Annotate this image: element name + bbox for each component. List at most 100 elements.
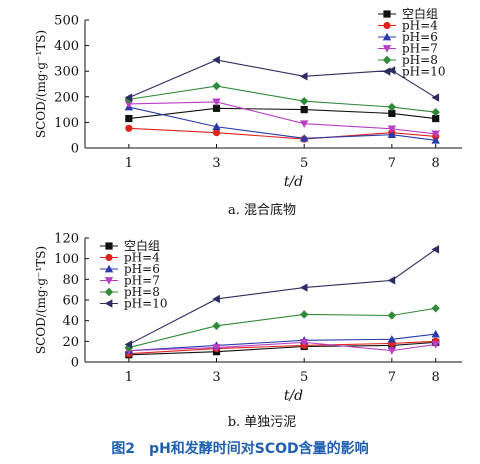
y-axis-label: SCOD/(mg·g⁻¹TS) xyxy=(34,246,48,354)
data-point xyxy=(387,125,397,133)
y-tick-label: 80 xyxy=(62,273,79,288)
data-point xyxy=(212,104,221,112)
data-point xyxy=(388,109,396,118)
data-point xyxy=(387,130,397,139)
legend-label: pH=6 xyxy=(402,30,438,44)
data-point xyxy=(431,107,440,117)
data-point xyxy=(432,114,440,123)
y-tick-label: 500 xyxy=(54,14,79,29)
legend-label: pH=4 xyxy=(402,19,438,33)
chart-b-sludge-only: 0 20 40 60 80 100 120 1 3 5 7 8 t/d SCOD/(mg·g⁻¹TS) 空白… xyxy=(34,232,462,404)
data-point xyxy=(212,129,221,137)
legend-marker xyxy=(382,55,392,65)
figure-caption: 图2 pH和发酵时间对SCOD含量的影响 xyxy=(111,440,368,457)
y-tick-label: 120 xyxy=(54,232,79,247)
legend-label: 空白组 xyxy=(402,6,438,21)
data-point xyxy=(212,321,221,331)
legend-marker xyxy=(383,21,391,30)
data-point xyxy=(299,96,309,106)
legend-marker xyxy=(104,277,114,285)
y-tick-label: 0 xyxy=(71,142,79,157)
data-point xyxy=(431,341,440,349)
x-tick-label: 3 xyxy=(212,156,220,171)
y-tick-label: 0 xyxy=(71,356,79,371)
data-point xyxy=(124,100,134,109)
y-tick-label: 40 xyxy=(62,314,79,329)
data-point xyxy=(212,98,221,107)
legend-label: pH=8 xyxy=(402,53,438,67)
legend-marker xyxy=(105,242,113,250)
chart-a-subtitle: a. 混合底物 xyxy=(228,202,296,218)
data-point xyxy=(387,335,397,343)
y-tick-label: 200 xyxy=(54,90,79,105)
y-tick-label: 60 xyxy=(62,294,79,309)
data-point xyxy=(125,114,133,123)
legend-marker xyxy=(383,10,391,18)
data-point xyxy=(299,72,308,81)
data-point xyxy=(299,339,309,347)
x-tick-label: 5 xyxy=(300,156,308,171)
legend-marker xyxy=(382,32,392,41)
x-tick-label: 8 xyxy=(432,370,440,385)
data-point xyxy=(125,124,133,132)
data-point xyxy=(124,340,133,349)
legend-label: pH=6 xyxy=(124,262,160,276)
data-point xyxy=(212,81,221,91)
legend-label: pH=4 xyxy=(124,251,160,265)
data-point xyxy=(431,130,440,139)
data-point xyxy=(299,120,309,128)
y-tick-label: 20 xyxy=(62,335,79,350)
data-point xyxy=(299,134,309,142)
x-tick-label: 1 xyxy=(125,370,133,385)
x-tick-label: 3 xyxy=(212,370,220,385)
legend-marker xyxy=(382,45,392,53)
y-axis-label: SCOD/(mg·g⁻¹TS) xyxy=(34,30,48,138)
data-point xyxy=(387,311,397,320)
data-point xyxy=(387,102,397,112)
y-tick-label: 100 xyxy=(54,252,79,267)
y-tick-label: 100 xyxy=(54,116,79,131)
legend-marker xyxy=(382,67,391,76)
legend-label: pH=10 xyxy=(124,297,167,311)
x-tick-label: 1 xyxy=(125,156,133,171)
legend-marker xyxy=(104,287,114,297)
data-point xyxy=(431,93,440,102)
data-point xyxy=(387,347,397,355)
legend-label: pH=7 xyxy=(124,274,160,288)
data-point xyxy=(431,136,440,144)
data-point xyxy=(431,245,440,254)
y-tick-label: 400 xyxy=(54,39,79,54)
data-point xyxy=(299,310,309,319)
data-point xyxy=(299,283,308,292)
legend-label: pH=10 xyxy=(402,65,445,79)
data-point xyxy=(212,55,220,65)
chart-a-mixed-substrate: 0 100 200 300 400 500 1 3 5 7 8 t/d SCOD/(mg·g⁻¹TS) 空… xyxy=(34,6,462,190)
data-point xyxy=(212,294,220,304)
legend-label: pH=7 xyxy=(402,42,438,56)
data-point xyxy=(212,344,221,352)
x-axis-label: t/d xyxy=(284,174,303,190)
x-tick-label: 5 xyxy=(300,370,308,385)
data-point xyxy=(431,329,440,338)
x-tick-label: 7 xyxy=(388,370,396,385)
data-point xyxy=(212,122,221,131)
series-line xyxy=(128,248,437,345)
legend-marker xyxy=(104,299,113,308)
legend-label: 空白组 xyxy=(124,238,160,253)
legend-marker xyxy=(105,253,113,262)
data-point xyxy=(431,304,440,313)
data-point xyxy=(387,276,396,285)
data-point xyxy=(300,106,308,114)
data-point xyxy=(124,93,133,102)
legend-marker xyxy=(104,264,114,273)
legend-label: pH=8 xyxy=(124,285,160,299)
data-point xyxy=(387,66,396,75)
x-axis-label: t/d xyxy=(284,388,303,404)
y-tick-label: 300 xyxy=(54,65,79,80)
x-tick-label: 8 xyxy=(432,156,440,171)
x-tick-label: 7 xyxy=(388,156,396,171)
chart-b-subtitle: b. 单独污泥 xyxy=(228,415,297,430)
